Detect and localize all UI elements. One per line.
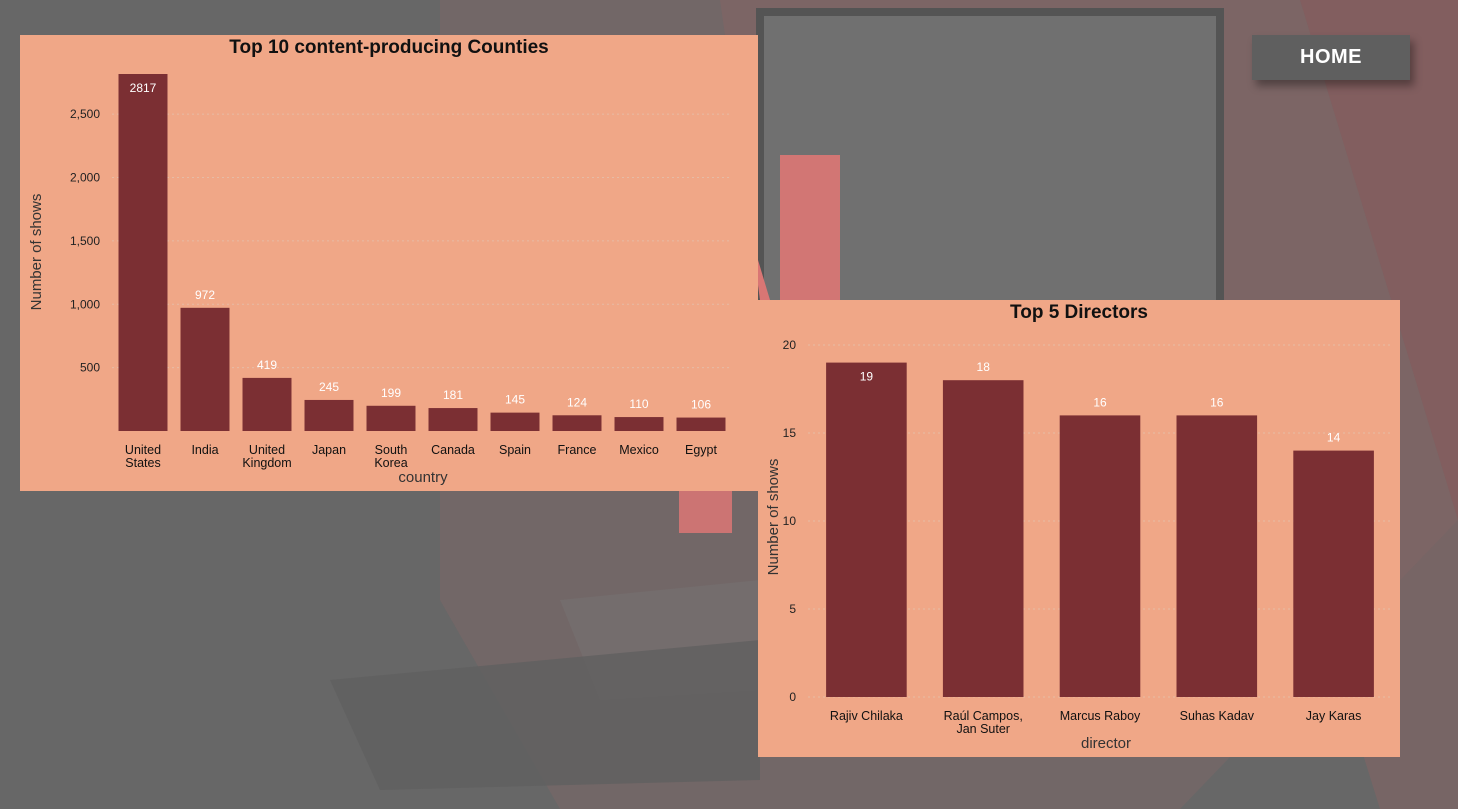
y-tick-label: 500 xyxy=(80,361,100,375)
x-tick-label: Spain xyxy=(499,443,531,457)
bar-value-label: 181 xyxy=(443,388,463,402)
bar-value-label: 145 xyxy=(505,393,525,407)
bar-value-label: 199 xyxy=(381,386,401,400)
y-tick-label: 5 xyxy=(789,602,796,616)
bar-united-states xyxy=(118,74,168,431)
bar-india xyxy=(180,307,230,431)
x-axis-title: country xyxy=(398,469,448,486)
x-tick-label: Rajiv Chilaka xyxy=(830,709,903,723)
bar-united-kingdom xyxy=(242,377,292,431)
x-tick-label: Jay Karas xyxy=(1306,709,1362,723)
x-tick-label: United xyxy=(249,443,285,457)
x-tick-label: South xyxy=(375,443,408,457)
x-tick-label: Korea xyxy=(374,456,407,470)
y-tick-label: 1,500 xyxy=(70,234,100,248)
bar-suhas-kadav xyxy=(1176,415,1258,697)
bar-value-label: 19 xyxy=(860,370,874,384)
bar-jay-karas xyxy=(1293,450,1374,697)
bar-value-label: 110 xyxy=(629,397,648,411)
bar-value-label: 245 xyxy=(319,380,339,394)
x-axis-title: director xyxy=(1081,735,1131,752)
bar-value-label: 972 xyxy=(195,288,215,302)
bar-value-label: 18 xyxy=(977,360,991,374)
y-tick-label: 0 xyxy=(789,690,796,704)
bar-japan xyxy=(304,399,354,431)
bar-marcus-raboy xyxy=(1059,415,1141,697)
bar-canada xyxy=(428,408,478,431)
y-tick-label: 1,000 xyxy=(70,297,100,311)
y-axis-title: Number of shows xyxy=(28,194,45,311)
x-tick-label: Japan xyxy=(312,443,346,457)
home-button[interactable]: HOME xyxy=(1252,35,1410,80)
x-tick-label: Jan Suter xyxy=(956,722,1010,736)
x-tick-label: Kingdom xyxy=(242,456,291,470)
bar-rajiv-chilaka xyxy=(826,362,907,697)
y-tick-label: 15 xyxy=(783,426,797,440)
bar-value-label: 16 xyxy=(1093,395,1107,409)
x-tick-label: France xyxy=(558,443,597,457)
x-tick-label: States xyxy=(125,456,160,470)
bar-spain xyxy=(490,412,540,431)
bar-value-label: 124 xyxy=(567,395,587,409)
bar-value-label: 419 xyxy=(257,358,277,372)
y-tick-label: 20 xyxy=(783,338,797,352)
x-tick-label: India xyxy=(191,443,218,457)
countries-bar-chart: Top 10 content-producing Counties 500 1,00… xyxy=(28,37,732,486)
bar-egypt xyxy=(676,417,726,431)
x-tick-label: Mexico xyxy=(619,443,659,457)
chart-title: Top 10 content-producing Counties xyxy=(229,37,548,58)
y-axis-title: Number of shows xyxy=(765,459,782,576)
directors-bar-chart: Top 5 Directors 0 5 10 15 20 19 Rajiv Chilaka 18… xyxy=(765,302,1392,752)
x-tick-label: Canada xyxy=(431,443,475,457)
x-tick-label: Suhas Kadav xyxy=(1180,709,1255,723)
y-tick-label: 10 xyxy=(783,514,797,528)
countries-chart-panel: Top 10 content-producing Counties 500 1,00… xyxy=(20,35,758,491)
y-tick-label: 2,500 xyxy=(70,107,100,121)
bar-value-label: 106 xyxy=(691,398,711,412)
x-tick-label: Raúl Campos, xyxy=(944,709,1023,723)
bar-value-label: 14 xyxy=(1327,431,1341,445)
x-tick-label: Marcus Raboy xyxy=(1060,709,1141,723)
x-tick-label: United xyxy=(125,443,161,457)
bar-value-label: 16 xyxy=(1210,395,1224,409)
bar-mexico xyxy=(614,417,664,431)
chart-title: Top 5 Directors xyxy=(1010,302,1148,323)
bar-value-label: 2817 xyxy=(130,81,157,95)
y-tick-label: 2,000 xyxy=(70,171,100,185)
x-tick-label: Egypt xyxy=(685,443,717,457)
bar-france xyxy=(552,415,602,431)
directors-chart-panel: Top 5 Directors 0 5 10 15 20 19 Rajiv Chilaka 18… xyxy=(758,300,1400,757)
bar-south-korea xyxy=(366,405,416,431)
bar-ra-l-campos-jan-suter xyxy=(942,380,1024,697)
